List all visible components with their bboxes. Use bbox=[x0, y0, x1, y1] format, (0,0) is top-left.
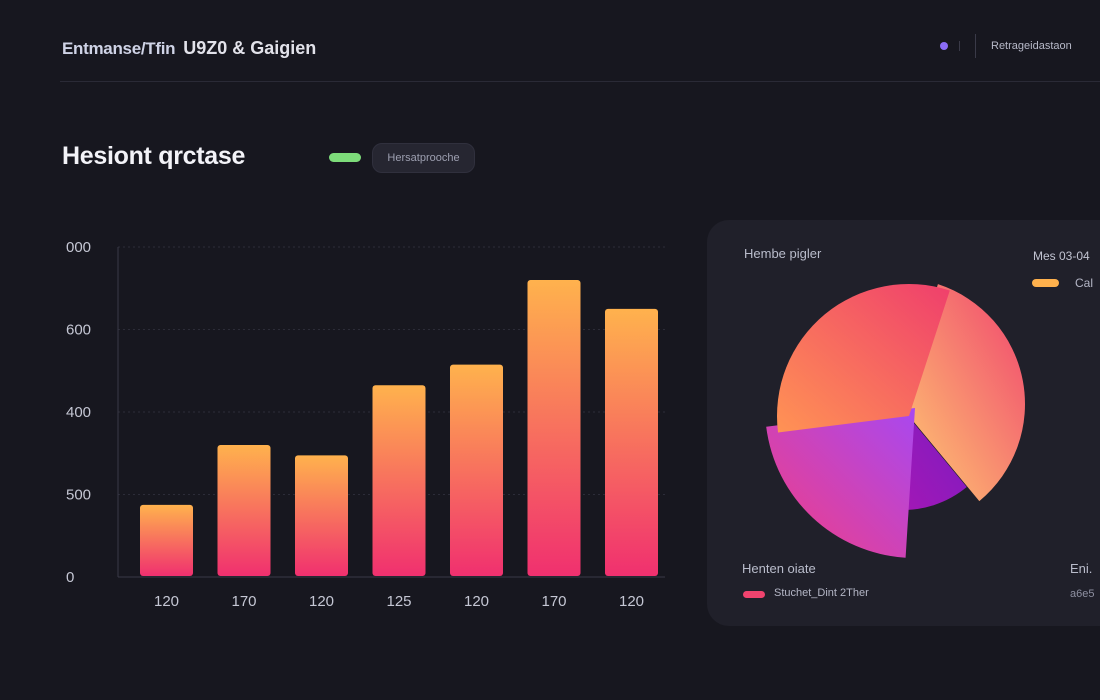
status-dot-icon bbox=[940, 42, 948, 50]
brand-name: Entmanse/Tfin bbox=[62, 39, 176, 58]
pie-slice[interactable] bbox=[896, 410, 967, 511]
bar[interactable] bbox=[295, 455, 348, 576]
topbar-menu-label[interactable]: Retrageidastaon bbox=[991, 40, 1072, 52]
bar-chart: 0 500 400 600 000 120 170 120 125 120 170 120 bbox=[66, 239, 665, 610]
pie-footer-right-label: Eni. bbox=[1070, 561, 1093, 576]
pie-slice[interactable] bbox=[766, 408, 915, 558]
y-tick-label: 600 bbox=[66, 322, 91, 339]
legend-swatch-icon bbox=[329, 153, 361, 162]
y-tick-label: 500 bbox=[66, 487, 91, 504]
app-title: Entmanse/Tfin U9Z0 & Gaigien bbox=[62, 38, 316, 59]
pie-footer-value: a6e5 bbox=[1070, 588, 1095, 600]
topbar-separator-small bbox=[959, 41, 960, 51]
bar[interactable] bbox=[527, 280, 581, 576]
bar[interactable] bbox=[372, 385, 426, 576]
y-tick-label: 0 bbox=[66, 569, 74, 586]
bar[interactable] bbox=[217, 445, 271, 576]
pie-slice[interactable] bbox=[776, 284, 950, 433]
pie-footer-title: Henten oiate bbox=[742, 561, 816, 576]
bar[interactable] bbox=[605, 308, 658, 576]
top-bar: Entmanse/Tfin U9Z0 & Gaigien Retrageidast… bbox=[0, 0, 1100, 82]
x-tick-label: 120 bbox=[619, 593, 644, 610]
section-title: Hesiont qrctase bbox=[62, 142, 246, 170]
filter-button[interactable]: Hersatprooche bbox=[372, 143, 475, 173]
y-tick-label: 400 bbox=[66, 404, 91, 421]
pie-title: Hembe pigler bbox=[744, 246, 822, 261]
y-tick-label: 000 bbox=[66, 239, 91, 256]
pie-footer-legend-label: Stuchet_Dint 2Ther bbox=[774, 587, 869, 599]
bar[interactable] bbox=[450, 364, 503, 576]
bar[interactable] bbox=[140, 504, 193, 576]
page-heading: U9Z0 & Gaigien bbox=[183, 38, 317, 58]
header-divider bbox=[60, 81, 1100, 82]
x-tick-label: 120 bbox=[154, 593, 179, 610]
x-tick-label: 120 bbox=[309, 593, 334, 610]
pie-date-label: Mes 03-04 bbox=[1033, 249, 1090, 263]
x-tick-label: 120 bbox=[464, 593, 489, 610]
pie-legend-swatch-icon bbox=[1032, 279, 1059, 287]
topbar-separator bbox=[975, 34, 976, 58]
x-tick-label: 170 bbox=[231, 593, 256, 610]
x-tick-label: 125 bbox=[386, 593, 411, 610]
pie-legend-label: Cal bbox=[1075, 276, 1094, 290]
pie-footer-swatch-icon bbox=[743, 591, 765, 598]
x-tick-label: 170 bbox=[541, 593, 566, 610]
